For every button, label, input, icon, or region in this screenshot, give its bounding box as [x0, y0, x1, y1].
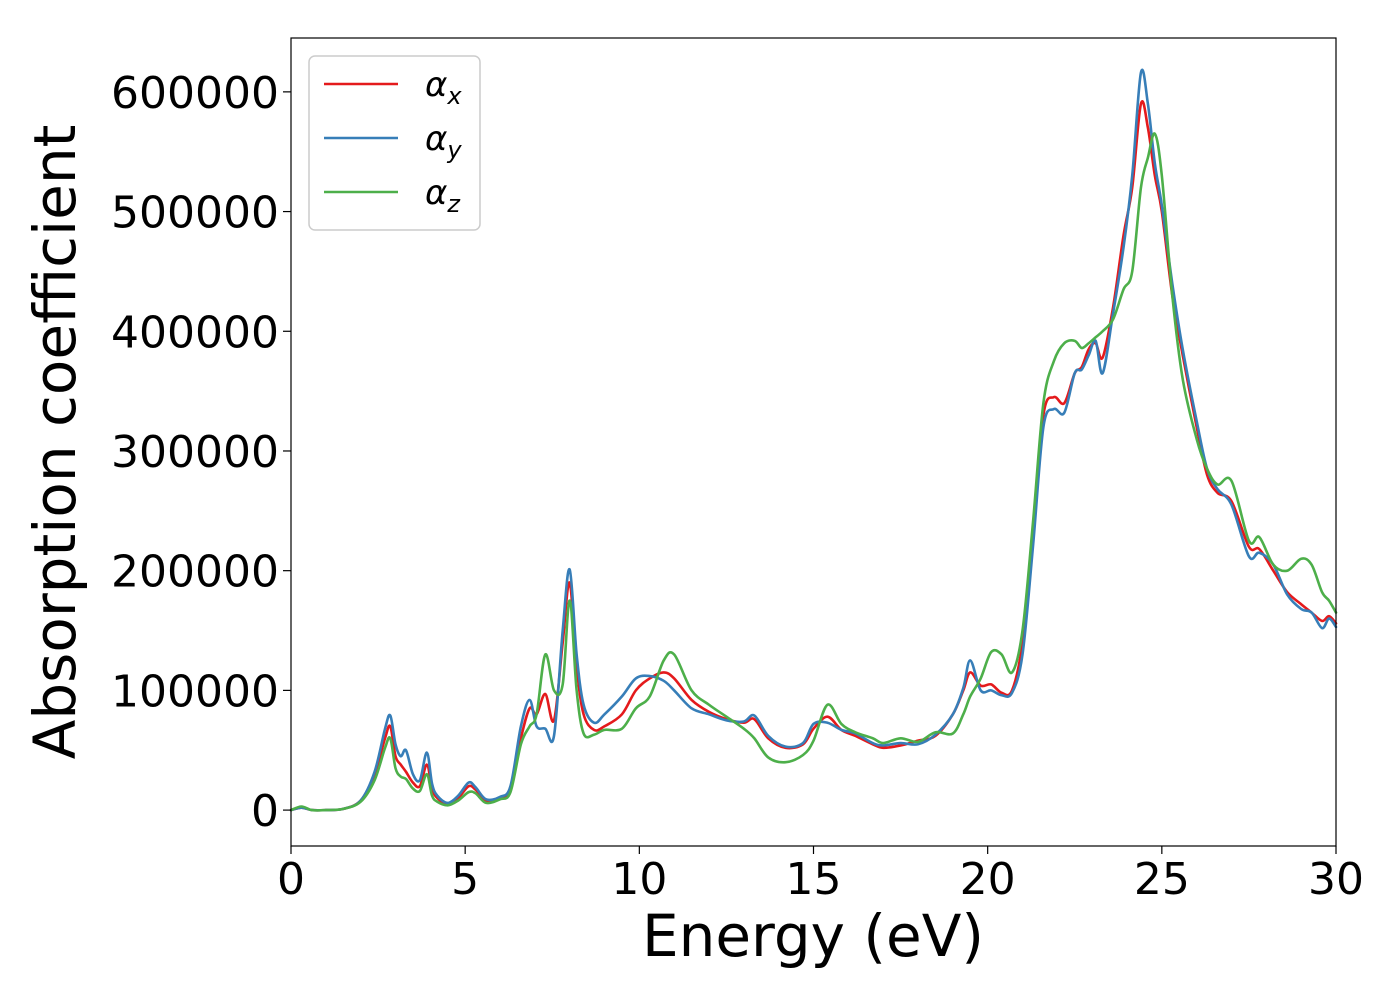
- series-lines: [289, 68, 1338, 812]
- legend-label-z: αz: [425, 173, 461, 218]
- x-tick-label: 5: [451, 854, 479, 905]
- series-line-y: [289, 68, 1338, 812]
- series-line-x: [289, 100, 1338, 812]
- x-tick-label: 0: [277, 854, 305, 905]
- x-tick-label: 10: [611, 854, 667, 905]
- x-axis-ticks: 0 5 10 15 20 25 30: [277, 846, 1364, 905]
- legend-box: [308, 55, 481, 231]
- x-tick-label: 25: [1134, 854, 1190, 905]
- y-tick-label: 400000: [111, 307, 279, 358]
- y-tick-label: 300000: [111, 427, 279, 478]
- x-tick-label: 30: [1308, 854, 1364, 905]
- y-axis-ticks: 0 100000 200000 300000 400000 500000 600000: [111, 68, 291, 837]
- series-line-z: [289, 132, 1338, 812]
- y-axis-label: Absorption coefficient: [21, 125, 89, 760]
- x-axis-label: Energy (eV): [642, 902, 984, 970]
- y-tick-label: 200000: [111, 547, 279, 598]
- legend: αx αy αz: [308, 55, 481, 231]
- y-tick-label: 600000: [111, 68, 279, 119]
- x-tick-label: 20: [960, 854, 1016, 905]
- x-tick-label: 15: [786, 854, 842, 905]
- y-tick-label: 0: [251, 786, 279, 837]
- y-tick-label: 100000: [111, 666, 279, 717]
- legend-label-x: αx: [425, 65, 462, 110]
- legend-label-y: αy: [425, 119, 462, 164]
- y-tick-label: 500000: [111, 188, 279, 239]
